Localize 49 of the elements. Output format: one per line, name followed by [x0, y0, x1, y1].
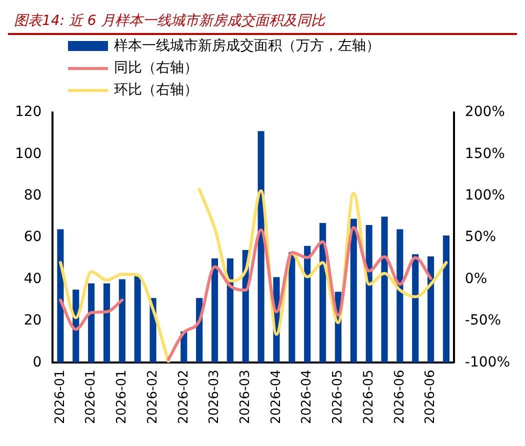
x-tick-label: 2026-01 [114, 370, 130, 424]
y2-tick-label: 150% [464, 146, 505, 162]
bar [288, 252, 296, 363]
y-tick-label: 40 [24, 270, 42, 287]
bar [412, 254, 419, 363]
bar [396, 229, 404, 363]
x-tick-label: 2026-01 [84, 370, 99, 424]
bar [134, 275, 141, 363]
x-tick-label: 2026-01 [52, 370, 68, 424]
bar [226, 258, 234, 363]
y-tick-label: 20 [24, 312, 42, 329]
x-tick-label: 2026-06 [423, 370, 438, 424]
bar [381, 216, 388, 363]
bar [319, 222, 326, 363]
x-tick-label: 2026-04 [300, 370, 315, 424]
x-tick-label: 2026-02 [176, 370, 192, 424]
x-tick-label: 2026-04 [268, 370, 284, 424]
y2-tick-label: 0% [464, 270, 488, 287]
legend-label: 同比（右轴） [114, 59, 198, 78]
y-tick-label: 120 [14, 104, 42, 120]
y-tick-label: 60 [24, 229, 42, 246]
bar [88, 283, 95, 363]
x-tick-label: 2026-06 [392, 370, 408, 424]
bar [350, 218, 357, 363]
bar [57, 229, 64, 363]
y-tick-label: 0 [32, 354, 42, 370]
x-tick-label: 2026-02 [145, 370, 160, 424]
bar [304, 246, 311, 363]
y2-tick-label: -50% [464, 312, 502, 329]
y2-tick-label: -100% [464, 354, 510, 370]
chart-title: 图表14: 近 6 月样本一线城市新房成交面积及同比 [8, 8, 517, 35]
y2-tick-label: 200% [464, 104, 505, 120]
bar [428, 256, 434, 363]
y2-tick-label: 50% [464, 229, 496, 246]
legend-label: 环比（右轴） [114, 81, 198, 100]
y2-tick-label: 100% [464, 187, 505, 204]
x-tick-label: 2026-03 [207, 370, 222, 424]
bar [442, 235, 450, 363]
x-tick-label: 2026-05 [330, 370, 346, 424]
bar [211, 258, 218, 363]
legend-label: 样本一线城市新房成交面积（万方，左轴） [114, 37, 380, 56]
y-tick-label: 100 [14, 146, 42, 162]
y-tick-label: 80 [24, 187, 42, 204]
bar [103, 283, 110, 363]
x-tick-label: 2026-03 [238, 370, 253, 424]
bar [258, 131, 264, 363]
bar [366, 225, 372, 363]
x-tick-label: 2026-05 [361, 370, 376, 424]
bar [118, 279, 126, 363]
